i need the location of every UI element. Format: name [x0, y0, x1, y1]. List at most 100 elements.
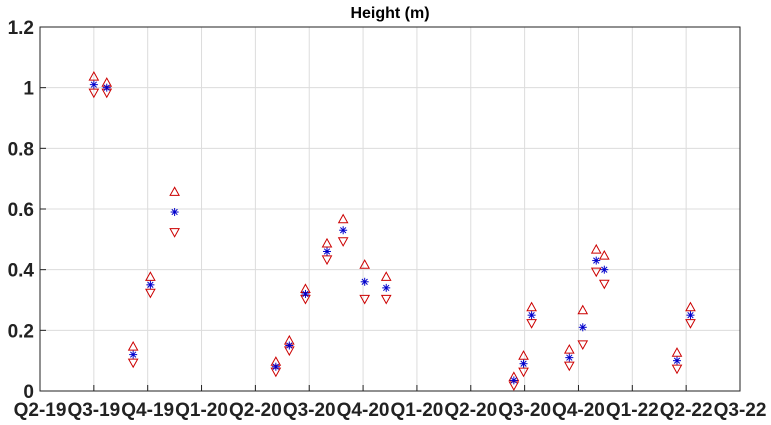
value-marker [527, 311, 536, 320]
value-marker [170, 208, 179, 217]
upper-bound-marker [526, 301, 537, 312]
upper-bound-marker [685, 301, 696, 312]
data-point-group [590, 243, 602, 278]
lower-bound-marker [337, 237, 349, 247]
value-marker [578, 323, 587, 332]
value-marker [673, 356, 681, 365]
data-point-group [270, 356, 282, 378]
x-tick-label: Q4-19 [121, 400, 174, 421]
value-marker [146, 280, 155, 289]
y-tick-label: 0.6 [8, 200, 34, 221]
upper-bound-marker [380, 271, 392, 281]
value-marker [686, 311, 695, 320]
value-marker [339, 226, 348, 235]
lower-bound-marker [526, 319, 537, 329]
lower-bound-marker [598, 279, 610, 290]
data-marks [88, 71, 696, 391]
lower-bound-marker [563, 361, 575, 372]
data-point-group [563, 344, 575, 372]
lower-bound-marker [577, 340, 589, 350]
lower-bound-marker [145, 288, 156, 299]
y-tick-label: 1.2 [8, 18, 34, 39]
y-tick-label: 0.4 [8, 261, 35, 282]
data-point-group [598, 250, 610, 290]
x-tick-label: Q3-20 [283, 400, 336, 421]
data-point-group [283, 334, 295, 357]
x-tick-label: Q1-22 [606, 400, 659, 421]
lower-bound-marker [88, 88, 100, 99]
value-marker [89, 80, 98, 89]
value-marker [592, 256, 601, 265]
upper-bound-marker [671, 347, 683, 357]
grid-lines [39, 26, 741, 392]
value-marker [102, 83, 111, 92]
value-marker [323, 247, 331, 256]
data-point-group [101, 77, 113, 99]
x-tick-label: Q3-19 [67, 400, 120, 421]
data-point-group [127, 341, 139, 369]
data-point-group [671, 347, 683, 375]
lower-bound-marker [671, 364, 683, 375]
lower-bound-marker [380, 294, 392, 305]
y-tick-label: 0 [23, 382, 34, 403]
lower-bound-marker [127, 358, 139, 369]
x-tick-label: Q3-22 [714, 400, 767, 421]
data-point-group [145, 271, 156, 299]
value-marker [129, 350, 138, 359]
x-tick-label: Q2-20 [444, 400, 497, 421]
value-marker [519, 359, 528, 368]
y-tick-label: 0.8 [8, 139, 34, 160]
data-point-group [321, 237, 333, 266]
lower-bound-marker [169, 228, 180, 238]
upper-bound-marker [598, 250, 610, 260]
upper-bound-marker [577, 304, 589, 315]
lower-bound-marker [359, 294, 371, 305]
value-marker [271, 362, 280, 371]
value-marker [285, 341, 294, 350]
upper-bound-marker [127, 341, 139, 351]
lower-bound-marker [321, 255, 333, 266]
data-point-group [337, 213, 349, 247]
upper-bound-marker [169, 186, 180, 196]
data-point-group [685, 301, 696, 329]
data-point-group [300, 283, 311, 305]
data-point-group [88, 71, 100, 99]
value-marker [565, 353, 574, 362]
value-marker [301, 289, 310, 298]
value-marker [382, 283, 391, 292]
lower-bound-marker [685, 319, 696, 329]
x-tick-label: Q4-20 [552, 400, 605, 421]
x-tick-label: Q4-20 [337, 400, 390, 421]
chart-title: Height (m) [350, 5, 429, 22]
upper-bound-marker [590, 243, 602, 254]
x-tick-label: Q1-20 [391, 400, 444, 421]
data-point-group [380, 271, 392, 305]
x-tick-label: Q2-22 [660, 400, 713, 421]
data-point-group [508, 371, 520, 391]
value-marker [360, 277, 369, 286]
upper-bound-marker [518, 350, 529, 360]
lower-bound-marker [518, 367, 529, 378]
upper-bound-marker [88, 71, 100, 81]
upper-bound-marker [563, 344, 575, 354]
upper-bound-marker [145, 271, 156, 281]
x-tick-label: Q2-19 [14, 400, 67, 421]
data-point-group [577, 304, 589, 350]
data-point-group [169, 186, 180, 238]
data-point-group [526, 301, 537, 329]
axis-ticks: Q2-19 Q3-19 Q4-19 Q1-20 Q2-20 Q3-20 Q4-20 Q1-20… [8, 18, 767, 421]
x-tick-label: Q3-20 [498, 400, 551, 421]
upper-bound-marker [359, 259, 371, 269]
x-tick-label: Q1-20 [175, 400, 228, 421]
value-marker [600, 265, 609, 274]
upper-bound-marker [337, 213, 349, 224]
value-marker [509, 376, 518, 385]
x-tick-label: Q2-20 [229, 400, 282, 421]
data-point-group [359, 259, 371, 305]
data-point-group [518, 350, 529, 378]
upper-bound-marker [321, 237, 333, 248]
lower-bound-marker [590, 267, 602, 278]
y-tick-label: 0.2 [8, 321, 34, 342]
y-tick-label: 1 [23, 79, 34, 100]
